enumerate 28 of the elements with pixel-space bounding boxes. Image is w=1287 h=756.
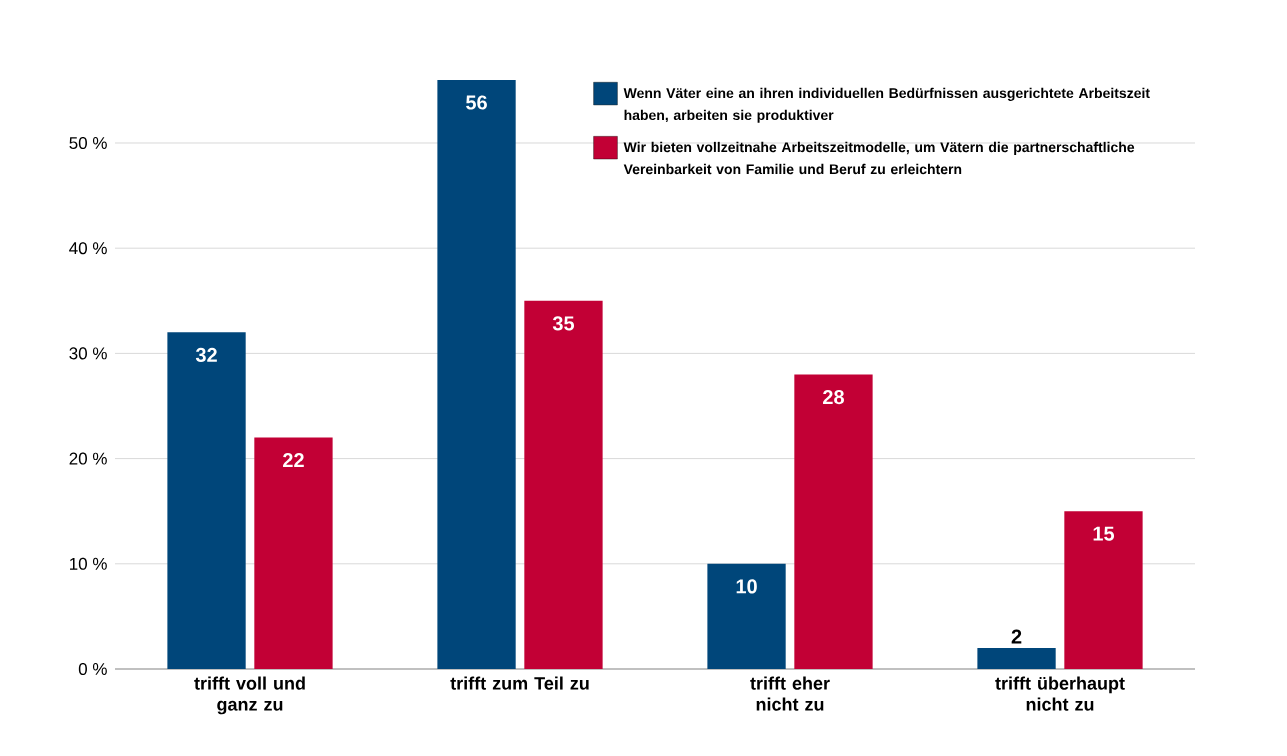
data-label: 32 [195,347,217,363]
data-label: 28 [823,389,844,405]
data-label: 2 [1011,629,1022,644]
bar [524,300,603,669]
data-label: 22 [283,453,304,468]
legend-label: Wenn Väter eine an ihren individuellen Bedürfnissen ausgerichtete Arbeitszeit haben, arbeiten sie produktiver [623,87,1150,123]
x-tick-label: trifft überhaupt nicht zu [995,676,1125,711]
y-tick-label: 30 % [69,347,107,360]
bar [437,79,516,669]
data-label: 56 [466,95,487,110]
bar [794,374,873,669]
bar [167,332,246,669]
y-tick-label: 10 % [70,557,107,570]
y-tick-label: 20 % [69,452,107,465]
data-label: 35 [552,316,575,331]
legend-label: Wir bieten vollzeitnahe Arbeitszeitmodelle, um Vätern die partnerschaftliche Vereinbarkeit von Familie und Beruf zu erleichtern [623,141,1135,175]
x-tick-label: trifft eher nicht zu [750,676,830,711]
bar [707,563,786,669]
x-tick-label: trifft voll und ganz zu [194,676,305,715]
x-tick-label: trifft zum Teil zu [450,676,589,690]
y-tick-label: 50 % [69,136,107,150]
bar [977,647,1056,669]
y-tick-label: 40 % [69,242,107,255]
bar [254,437,333,669]
bar [1064,511,1143,669]
data-label: 10 [736,579,757,594]
y-tick-label: 0 % [78,662,107,676]
data-label: 15 [1093,526,1115,541]
